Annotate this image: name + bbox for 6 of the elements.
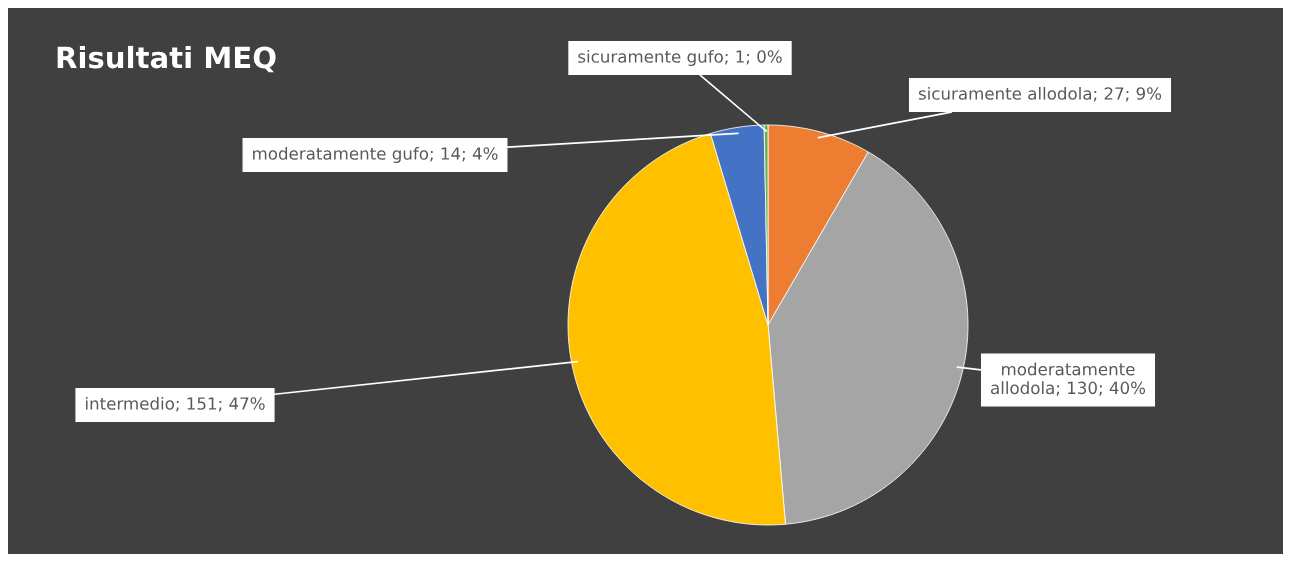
slice-label: intermedio; 151; 47% [86,396,265,412]
slice-label: sicuramente gufo; 1; 0% [578,49,782,67]
slice-label: moderatamente gufo; 14; 4% [253,146,498,164]
chart-title: Risultati MEQ [57,45,276,73]
slice-label: sicuramente allodola; 27; 9% [918,86,1162,102]
slice-label: moderatamente allodola; 130; 40% [991,362,1146,396]
